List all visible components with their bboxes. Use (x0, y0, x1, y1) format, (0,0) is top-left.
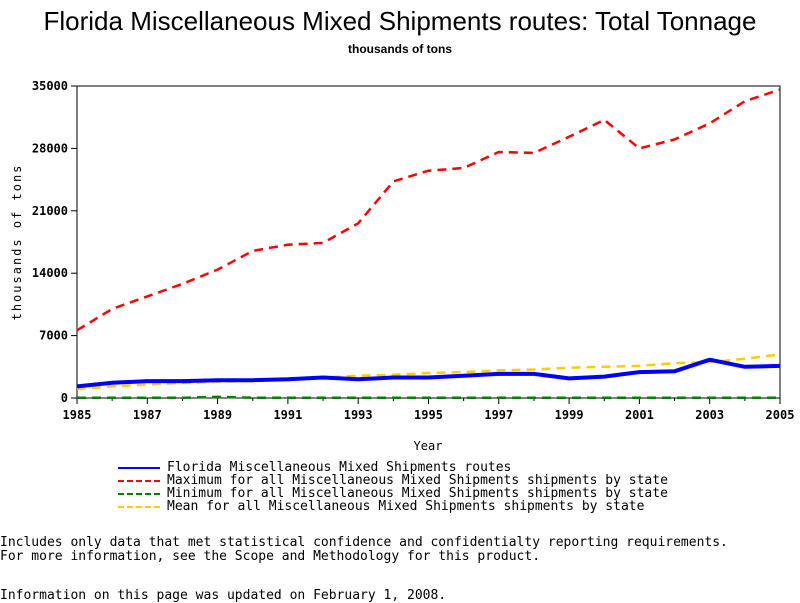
legend-label: Maximum for all Miscellaneous Mixed Ship… (167, 473, 668, 488)
y-tick-label: 14000 (32, 266, 68, 280)
legend-label: Florida Miscellaneous Mixed Shipments ro… (167, 460, 512, 475)
series-line-0 (76, 357, 781, 389)
y-tick-label: 0 (61, 391, 68, 405)
y-tick-label: 35000 (32, 79, 68, 93)
x-tick-label: 1999 (555, 408, 584, 422)
x-tick-label: 1995 (414, 408, 443, 422)
footnote-confidence: Includes only data that met statistical … (0, 535, 728, 550)
legend-swatch (118, 479, 160, 482)
x-tick-label: 2003 (695, 408, 724, 422)
x-axis: 1985 1987 1989 1991 1993 1995 1997 1999 2001 2003… (63, 398, 795, 422)
x-tick-label: 1987 (133, 408, 162, 422)
series-line-3 (76, 353, 781, 391)
series-line-2 (77, 395, 780, 400)
chart-subtitle: thousands of tons (348, 42, 452, 56)
x-tick-label: 1985 (63, 408, 92, 422)
x-tick-label: 1993 (344, 408, 373, 422)
legend: Florida Miscellaneous Mixed Shipments ro… (118, 461, 668, 513)
x-tick-label: 2005 (766, 408, 795, 422)
legend-item: Maximum for all Miscellaneous Mixed Ship… (118, 474, 668, 487)
legend-swatch (118, 492, 160, 495)
x-tick-label: 1991 (273, 408, 302, 422)
update-note: Information on this page was updated on … (0, 588, 447, 603)
y-tick-label: 7000 (39, 329, 68, 343)
x-tick-label: 1997 (484, 408, 513, 422)
legend-item: Mean for all Miscellaneous Mixed Shipmen… (118, 500, 668, 513)
y-axis-label: thousands of tons (10, 164, 24, 321)
x-axis-label: Year (414, 439, 443, 453)
y-tick-label: 21000 (32, 204, 68, 218)
legend-item: Minimum for all Miscellaneous Mixed Ship… (118, 487, 668, 500)
legend-swatch (118, 466, 160, 469)
x-tick-label: 2001 (625, 408, 654, 422)
footnote-methodology: For more information, see the Scope and … (0, 549, 541, 564)
y-axis: 0 7000 14000 21000 28000 35000 (32, 79, 77, 405)
legend-item: Florida Miscellaneous Mixed Shipments ro… (118, 461, 668, 474)
series-line-1 (76, 88, 781, 332)
footnotes: Includes only data that met statistical … (0, 536, 728, 564)
legend-label: Minimum for all Miscellaneous Mixed Ship… (167, 486, 668, 501)
series-lines (76, 88, 781, 400)
plot-frame (76, 85, 781, 399)
chart-title: Florida Miscellaneous Mixed Shipments ro… (43, 6, 757, 36)
y-tick-label: 28000 (32, 141, 68, 155)
x-tick-label: 1989 (203, 408, 232, 422)
legend-swatch (118, 505, 160, 508)
legend-label: Mean for all Miscellaneous Mixed Shipmen… (167, 499, 645, 514)
